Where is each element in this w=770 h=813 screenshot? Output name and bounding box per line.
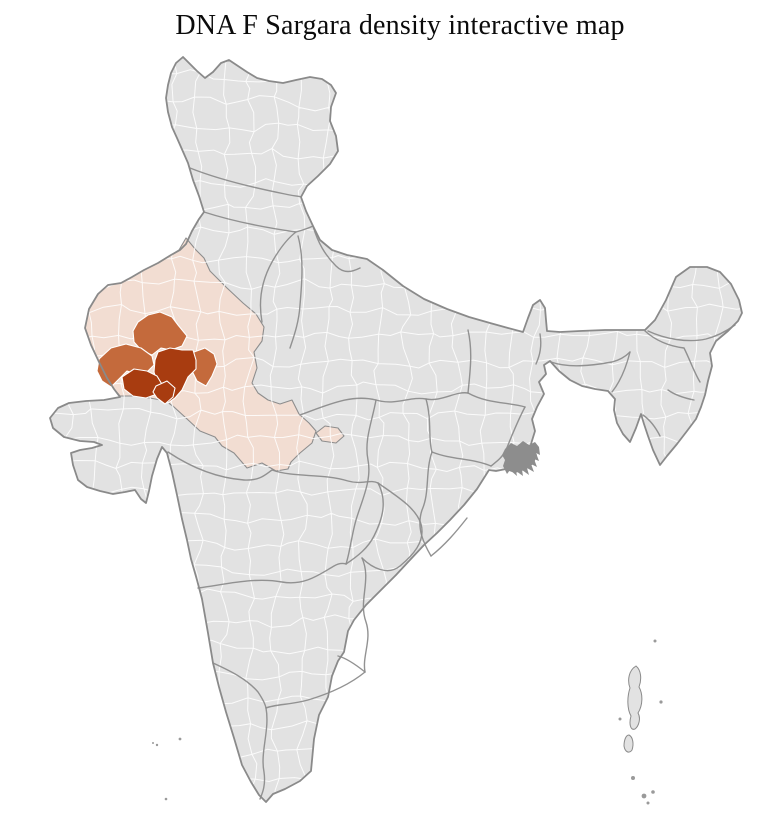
island [653,639,657,643]
island [631,776,635,780]
state-border [550,351,631,367]
state-border [430,517,468,557]
state-border [265,671,366,709]
high-density-districts[interactable] [121,347,197,405]
island-chain-east[interactable] [618,639,663,805]
state-border [189,167,302,198]
island [659,700,663,704]
island [164,797,168,801]
state-border [431,451,492,467]
state-border [345,482,384,565]
state-border [611,351,631,393]
island [646,801,650,805]
island [152,742,154,744]
district-medium-1[interactable] [132,311,188,356]
state-border [299,392,469,416]
island [178,737,182,741]
island-chain-west[interactable] [152,737,182,801]
state-border [667,389,695,401]
state-border [345,399,377,565]
state-border [467,392,526,408]
delta-region-patch[interactable] [502,441,540,476]
island [641,793,647,799]
state-border [361,482,423,572]
map-title: DNA F Sargara density interactive map [175,10,625,41]
state-border [337,655,366,673]
state-border [535,333,542,365]
state-border [647,324,736,342]
island [155,743,159,747]
island [618,717,622,721]
state-border [312,225,361,273]
island [627,665,643,730]
district-high-3[interactable] [152,380,176,405]
state-borders [167,167,736,800]
state-border [467,329,472,394]
state-border [167,451,379,484]
state-border [642,414,661,437]
state-border [361,557,369,673]
state-border [289,235,303,349]
state-border [644,330,701,383]
island [651,790,655,794]
state-border [259,707,268,800]
island [623,734,634,753]
state-border [259,231,297,323]
state-border [197,562,347,589]
state-border [425,398,433,453]
medium-density-districts[interactable] [96,311,218,388]
state-border [212,662,267,709]
